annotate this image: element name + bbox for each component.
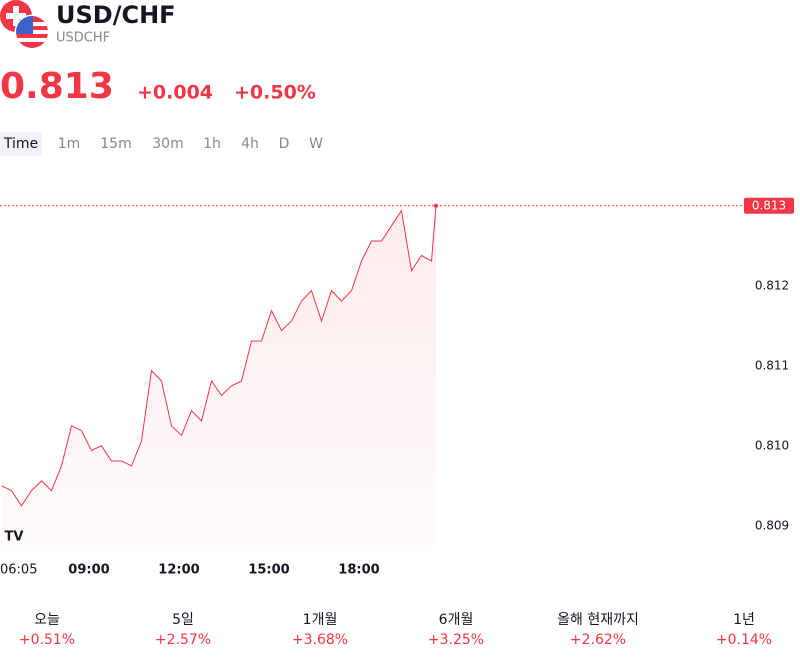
last-price-box <box>744 197 794 214</box>
period-label[interactable]: 1개월 <box>303 612 338 628</box>
x-tick-label: 15:00 <box>248 563 289 578</box>
y-tick-label: 0.809 <box>755 518 789 532</box>
interval-tab[interactable]: Time <box>3 136 38 152</box>
interval-tab[interactable]: 1m <box>58 136 81 152</box>
period-change[interactable]: +2.62% <box>570 632 626 648</box>
period-change[interactable]: +0.51% <box>19 632 75 648</box>
change: +0.004 <box>137 82 213 104</box>
x-tick-label: 18:00 <box>338 563 379 578</box>
period-change[interactable]: +3.68% <box>292 632 348 648</box>
y-tick-label: 0.810 <box>755 438 789 452</box>
price-line <box>1 205 437 507</box>
x-tick-label: 06:05 <box>0 563 37 578</box>
x-tick-label: 09:00 <box>68 563 109 578</box>
tab-selected-bg <box>0 132 42 156</box>
period-change[interactable]: +2.57% <box>155 632 211 648</box>
x-tick-label: 12:00 <box>158 563 199 578</box>
last-price-label: 0.813 <box>752 198 786 212</box>
interval-tab[interactable]: 4h <box>241 136 259 152</box>
period-label[interactable]: 5일 <box>172 612 194 628</box>
interval-tab[interactable]: 1h <box>203 136 221 152</box>
interval-tab[interactable]: 15m <box>100 136 131 152</box>
period-label[interactable]: 오늘 <box>34 612 60 628</box>
period-change[interactable]: +3.25% <box>428 632 484 648</box>
change-percent: +0.50% <box>234 82 316 104</box>
last-point <box>434 203 438 208</box>
period-change[interactable]: +0.14% <box>716 632 772 648</box>
symbol-subtitle: USDCHF <box>56 31 110 46</box>
y-tick-label: 0.812 <box>755 278 789 292</box>
symbol-title: USD/CHF <box>56 1 176 29</box>
area <box>1 205 436 546</box>
y-tick-label: 0.811 <box>755 358 789 372</box>
period-label[interactable]: 6개월 <box>439 612 474 628</box>
price: 0.813 <box>0 66 114 107</box>
interval-tab[interactable]: D <box>279 136 290 152</box>
interval-tab[interactable]: W <box>309 136 323 152</box>
interval-tab[interactable]: 30m <box>152 136 183 152</box>
period-label[interactable]: 올해 현재까지 <box>557 612 639 628</box>
period-label[interactable]: 1년 <box>733 612 755 628</box>
flag-usd <box>16 16 48 48</box>
